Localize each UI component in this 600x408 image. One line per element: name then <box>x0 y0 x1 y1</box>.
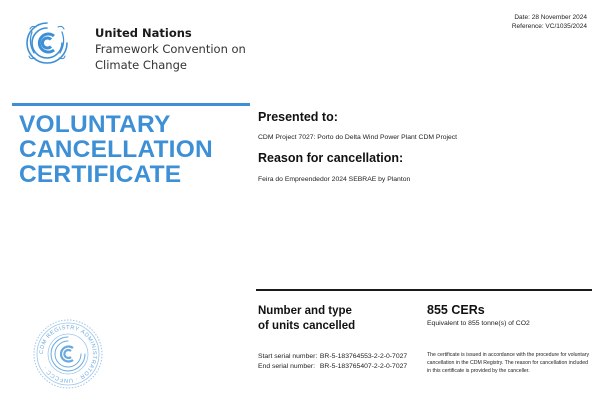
registry-seal-icon: CDM REGISTRY ADMINISTRATOR · UNFCCC · <box>33 319 103 389</box>
org-line-2: Framework Convention on <box>95 42 246 56</box>
presented-to-value: CDM Project 7027: Porto do Delta Wind Po… <box>258 134 458 141</box>
certificate-reference: Reference: VC/1035/2024 <box>511 23 587 30</box>
start-serial-value: BR-5-183764553-2-2-0-7027 <box>319 353 408 360</box>
certificate-date: Date: 28 November 2024 <box>514 14 587 21</box>
units-amount: 855 CERs <box>427 303 485 317</box>
units-label: Number and type of units cancelled <box>258 304 355 334</box>
units-equivalent: Equivalent to 855 tonne(s) of CO2 <box>427 320 530 327</box>
title-line-3: CERTIFICATE <box>19 161 182 188</box>
reason-label: Reason for cancellation: <box>258 151 404 165</box>
presented-to-label: Presented to: <box>258 110 338 124</box>
organization-name: United Nations Framework Convention on C… <box>95 25 246 73</box>
units-label-line-2: of units cancelled <box>258 320 356 332</box>
unfccc-logo-icon <box>26 22 68 64</box>
certificate-note: The certificate is issued in accordance … <box>427 352 590 374</box>
start-serial-row: Start serial number: BR-5-183764553-2-2-… <box>258 352 407 362</box>
units-label-line-1: Number and type <box>258 305 352 317</box>
units-rule <box>256 289 592 291</box>
end-serial-row: End serial number: BR-5-183765407-2-2-0-… <box>258 362 407 372</box>
end-serial-value: BR-5-183765407-2-2-0-7027 <box>319 362 408 370</box>
title-rule <box>12 103 250 106</box>
reason-value: Feira do Empreendedor 2024 SEBRAE by Pla… <box>258 176 411 183</box>
org-line-3: Climate Change <box>95 58 187 72</box>
serial-numbers: Start serial number: BR-5-183764553-2-2-… <box>258 352 407 371</box>
start-serial-label: Start serial number: <box>258 353 318 360</box>
end-serial-label: End serial number: <box>258 362 316 370</box>
org-name: United Nations <box>95 26 192 40</box>
title-line-1: VOLUNTARY <box>19 111 171 138</box>
certificate-meta: Date: 28 November 2024 Reference: VC/103… <box>512 13 587 31</box>
certificate-title: VOLUNTARY CANCELLATION CERTIFICATE <box>19 112 213 187</box>
title-line-2: CANCELLATION <box>19 136 213 163</box>
